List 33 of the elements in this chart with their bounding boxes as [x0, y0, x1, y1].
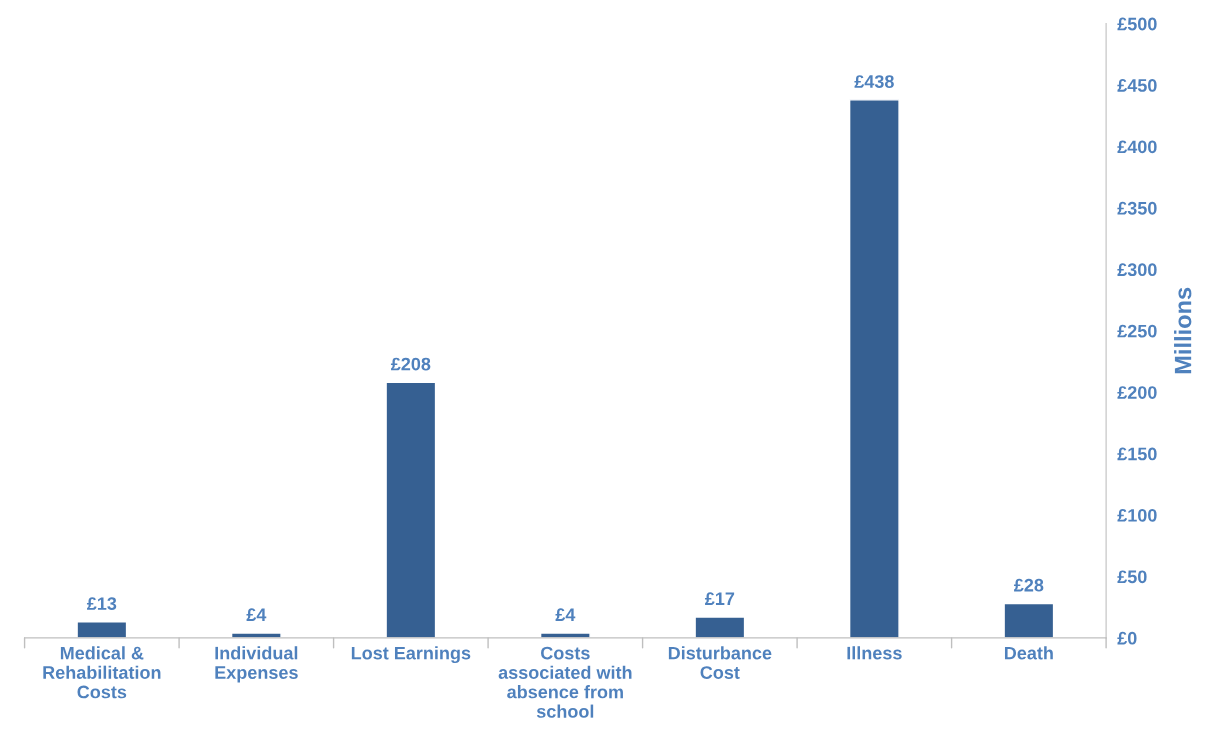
x-tick-label: Costs associated with absence from school	[498, 646, 632, 718]
data-label: £438	[854, 75, 894, 88]
y-tick-label: £400	[1117, 140, 1157, 154]
y-tick-label: £200	[1117, 386, 1157, 399]
y-tick-label: £0	[1117, 631, 1137, 645]
y-tick-label: £300	[1117, 263, 1157, 277]
y-tick-label: £450	[1117, 79, 1157, 92]
y-tick-label: £100	[1117, 508, 1157, 522]
bar	[848, 99, 900, 638]
x-tick-label: Medical & Rehabilitation Costs	[43, 646, 161, 699]
y-tick-label: £250	[1117, 324, 1157, 338]
y-tick-label: £350	[1117, 201, 1157, 215]
x-tick-label: Individual Expenses	[215, 646, 298, 683]
data-label: £4	[246, 608, 267, 621]
x-tick-label: Disturbance Cost	[668, 646, 772, 679]
data-label: £208	[390, 357, 431, 371]
data-label: £28	[1013, 578, 1044, 592]
bar	[1003, 602, 1055, 638]
data-label: £13	[86, 597, 117, 611]
y-tick-label: £50	[1117, 570, 1147, 584]
bar	[385, 381, 437, 638]
x-tick-label: Death	[1004, 646, 1053, 660]
bar	[76, 621, 128, 638]
x-tick-label: Lost Earnings	[351, 646, 471, 664]
bar	[230, 632, 282, 638]
bar	[539, 632, 591, 638]
y-tick-label: £500	[1117, 17, 1157, 31]
bar	[694, 616, 746, 638]
x-tick-label: Illness	[847, 646, 902, 660]
y-axis-title: Millions	[1174, 287, 1192, 374]
y-tick-label: £150	[1117, 447, 1157, 461]
data-label: £17	[704, 592, 735, 605]
data-label: £4	[555, 608, 576, 621]
